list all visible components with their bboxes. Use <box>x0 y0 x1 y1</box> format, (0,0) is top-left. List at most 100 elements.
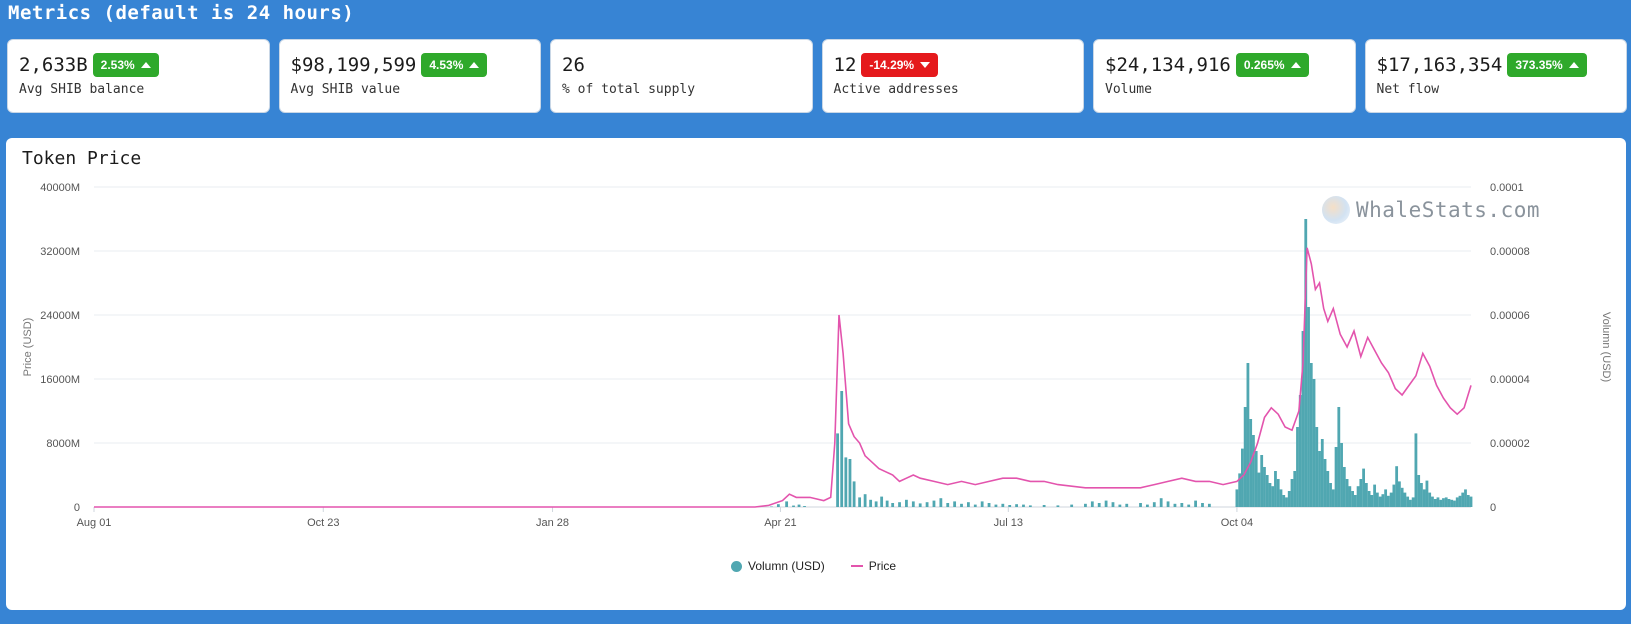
volume-bar <box>1447 499 1451 507</box>
volume-bar <box>932 500 936 507</box>
volume-bar <box>1373 484 1377 507</box>
x-tick-label: Apr 21 <box>764 517 796 529</box>
y-right-tick-label: 0 <box>1490 502 1496 514</box>
metric-label: Net flow <box>1376 82 1440 97</box>
volume-bar <box>1008 505 1012 507</box>
price-line <box>94 247 1472 508</box>
volume-bar <box>1290 479 1294 507</box>
volume-bar <box>1282 495 1286 507</box>
volume-bar <box>1340 443 1343 507</box>
volume-bar <box>852 481 856 507</box>
volume-bar <box>1414 433 1418 507</box>
legend-item-volume[interactable]: Volumn (USD) <box>731 559 825 573</box>
y-right-tick-label: 0.00002 <box>1490 438 1530 450</box>
volume-bar <box>1331 489 1335 507</box>
volume-bar <box>1348 486 1352 507</box>
volume-bar <box>1400 487 1404 507</box>
volume-bar <box>1180 503 1184 507</box>
volume-bar <box>1152 502 1156 507</box>
metric-value: $98,199,599 <box>290 53 417 76</box>
volume-bar <box>840 391 844 507</box>
metric-card-active-addresses: 12 -14.29% Active addresses <box>821 39 1084 113</box>
volume-bar <box>1469 496 1473 507</box>
x-tick-label: Jul 13 <box>994 517 1023 529</box>
volume-bar <box>1422 489 1426 507</box>
volume-bar <box>973 504 977 507</box>
volume-bar <box>1356 486 1360 507</box>
volume-bar <box>1001 503 1005 507</box>
volume-bar <box>905 499 908 507</box>
volume-bar <box>1166 501 1170 507</box>
volume-bar <box>1381 494 1385 507</box>
y-left-tick-label: 8000M <box>46 438 80 450</box>
y-left-tick-label: 16000M <box>40 374 80 386</box>
volume-bar <box>1285 497 1288 507</box>
volume-bar <box>1263 467 1266 507</box>
x-tick-label: Oct 04 <box>1221 517 1253 529</box>
volume-bar <box>1271 486 1275 507</box>
arrow-up-icon <box>140 61 151 68</box>
volume-bar <box>848 459 852 507</box>
volume-bar <box>792 505 795 507</box>
metric-value: $24,134,916 <box>1105 53 1231 76</box>
metric-label: Avg SHIB balance <box>19 82 145 97</box>
x-tick-label: Oct 23 <box>307 517 339 529</box>
volume-bar <box>1384 489 1388 507</box>
volume-bar <box>1056 505 1060 507</box>
chart-legend: Volumn (USD) Price <box>731 559 896 573</box>
volume-bar <box>880 496 884 507</box>
arrow-down-icon <box>920 61 931 68</box>
watermark: WhaleStats.com <box>1322 196 1540 224</box>
volume-bar <box>1125 503 1129 507</box>
change-badge: -14.29% <box>861 52 939 77</box>
volume-bar <box>1279 489 1283 507</box>
metric-value: 2,633B <box>19 53 88 76</box>
volume-bar <box>1433 499 1437 507</box>
volume-bar <box>1260 455 1264 507</box>
volume-bar <box>1323 459 1327 507</box>
volume-bar <box>1417 475 1421 507</box>
y-left-tick-label: 32000M <box>40 246 80 258</box>
volume-bar <box>1466 495 1470 507</box>
volume-bar <box>1028 505 1032 507</box>
volume-bar <box>1345 479 1349 507</box>
volume-bar <box>960 503 963 507</box>
volume-bar <box>1351 491 1354 507</box>
volume-bar <box>1194 500 1197 507</box>
legend-line-icon <box>850 565 863 567</box>
volume-bar <box>1022 504 1025 507</box>
volume-bar <box>1329 483 1332 507</box>
metric-value: 26 <box>562 53 585 76</box>
token-price-chart[interactable]: 0 0 8000M 0.00002 16000M 0.00004 24000M 0.00006… <box>6 138 1626 610</box>
metric-card-avg-shib-balance: 2,633B 2.53% Avg SHIB balance <box>7 39 270 113</box>
volume-bar <box>1274 471 1277 507</box>
volume-bar <box>925 502 929 507</box>
volume-bar <box>1293 471 1297 507</box>
change-badge: 4.53% <box>421 52 488 77</box>
legend-label: Volumn (USD) <box>748 559 825 573</box>
change-badge: 0.265% <box>1235 52 1309 77</box>
volume-bar <box>1334 447 1338 507</box>
volume-bar <box>1444 497 1448 507</box>
volume-bar <box>994 504 998 507</box>
volume-bar <box>1301 331 1305 507</box>
change-badge: 373.35% <box>1507 52 1587 77</box>
volume-bar <box>1254 451 1258 507</box>
y-right-tick-label: 0.00008 <box>1490 246 1530 258</box>
volume-bar <box>1395 466 1399 507</box>
volume-bar <box>803 506 806 507</box>
legend-label: Price <box>868 559 897 573</box>
change-value: 2.53% <box>100 57 135 72</box>
volume-bar <box>1246 363 1250 507</box>
volume-bar <box>1015 504 1018 507</box>
volume-bar <box>1455 497 1459 507</box>
legend-item-price[interactable]: Price <box>850 559 897 573</box>
volume-bar <box>885 500 889 507</box>
y-right-tick-label: 0.0001 <box>1490 182 1524 194</box>
volume-bar <box>1458 495 1462 507</box>
volume-bar <box>844 457 848 507</box>
volume-bar <box>1104 500 1108 507</box>
volume-bar <box>1201 503 1204 507</box>
volume-bar <box>1241 448 1244 507</box>
metric-label: Avg SHIB value <box>290 82 401 97</box>
